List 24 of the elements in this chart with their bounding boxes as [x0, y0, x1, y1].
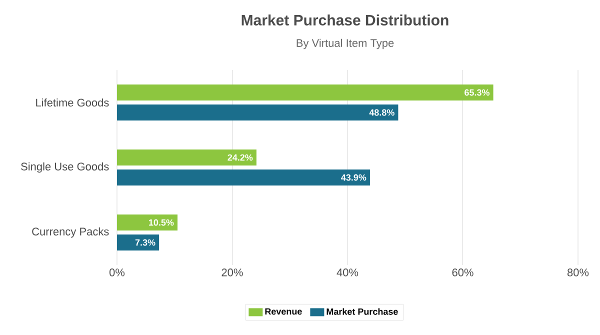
y-tick-label: Currency Packs: [32, 227, 109, 238]
data-label: 48.8%: [369, 109, 394, 116]
data-label: 43.9%: [341, 174, 366, 181]
bar: [117, 234, 160, 251]
bar: [117, 170, 370, 186]
chart-title: Market Purchase Distribution: [242, 14, 448, 26]
data-label: 10.5%: [149, 219, 174, 226]
legend-label: Market Purchase: [326, 308, 398, 315]
data-label: 7.3%: [135, 239, 156, 246]
y-tick-label: Single Use Goods: [21, 162, 109, 173]
x-tick-label: 20%: [222, 268, 243, 276]
x-tick-label: 40%: [336, 268, 358, 276]
legend-label: Revenue: [265, 308, 302, 315]
bar: [117, 214, 178, 231]
y-tick-label: Lifetime Goods: [36, 98, 109, 107]
data-label: 65.3%: [464, 89, 490, 96]
bar: [117, 84, 494, 101]
bar: [117, 150, 256, 166]
chart-subtitle: By Virtual Item Type: [296, 38, 394, 50]
x-tick-label: 80%: [567, 268, 589, 276]
x-tick-label: 60%: [452, 268, 474, 276]
bar: [117, 104, 398, 121]
x-tick-label: 0%: [109, 268, 125, 276]
data-label: 24.2%: [228, 154, 253, 161]
